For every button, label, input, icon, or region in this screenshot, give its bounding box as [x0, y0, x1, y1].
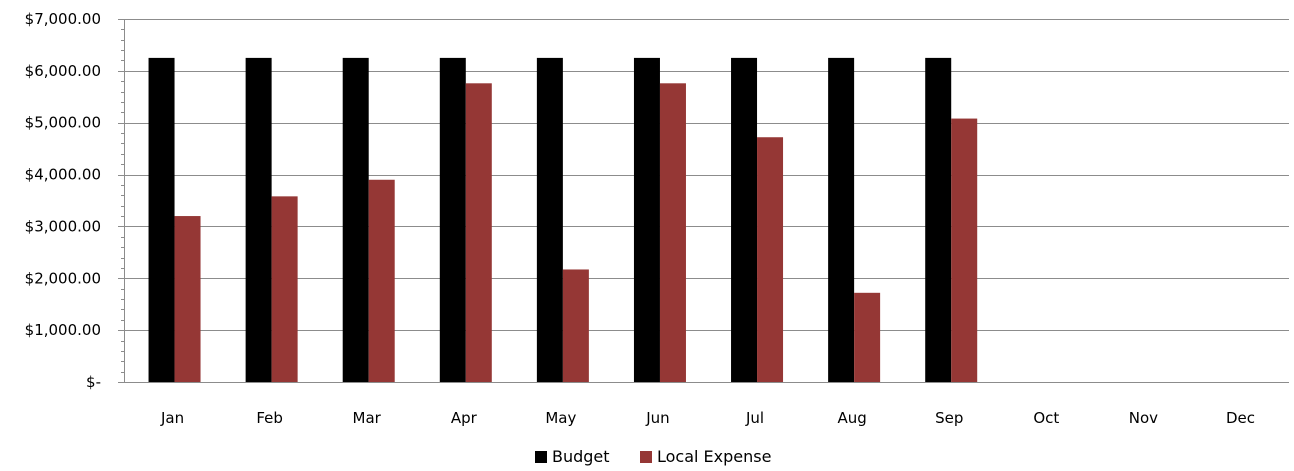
bars	[148, 57, 978, 383]
y-tick-label: $2,000.00	[25, 269, 101, 287]
gridlines	[124, 19, 1289, 331]
bar-budget-sep	[925, 57, 952, 383]
bar-budget-jul	[731, 57, 758, 383]
x-tick-label-jan: Jan	[160, 409, 184, 427]
y-tick-label: $3,000.00	[25, 217, 101, 235]
y-tick-label: $-	[86, 373, 101, 391]
y-tick-label: $1,000.00	[25, 321, 101, 339]
x-tick-label-jul: Jul	[745, 409, 764, 427]
bar-budget-jun	[633, 57, 660, 383]
bar-local-expense-apr	[465, 83, 492, 382]
legend-swatch-budget	[535, 451, 547, 463]
bar-local-expense-jun	[659, 83, 686, 382]
x-tick-label-dec: Dec	[1226, 409, 1255, 427]
bar-budget-may	[536, 57, 563, 383]
y-tick-labels: $- $1,000.00 $2,000.00 $3,000.00 $4,000.00 $5…	[25, 10, 101, 391]
y-tick-label: $6,000.00	[25, 62, 101, 80]
bar-local-expense-sep	[951, 118, 978, 383]
axes	[118, 19, 1289, 383]
y-tick-label: $4,000.00	[25, 166, 101, 184]
bar-budget-mar	[342, 57, 369, 383]
x-tick-label-apr: Apr	[451, 409, 478, 427]
bar-local-expense-aug	[854, 292, 881, 382]
bar-local-expense-jul	[757, 137, 784, 382]
y-tick-label: $7,000.00	[25, 10, 101, 28]
legend-label-budget: Budget	[552, 447, 610, 466]
bar-local-expense-mar	[368, 179, 395, 382]
bar-budget-apr	[439, 57, 466, 383]
x-tick-label-nov: Nov	[1129, 409, 1158, 427]
bar-budget-feb	[245, 57, 272, 383]
x-tick-label-mar: Mar	[353, 409, 382, 427]
x-tick-labels: Jan Feb Mar Apr May Jun Jul Aug Sep Oct Nov Dec	[160, 409, 1255, 427]
bar-local-expense-may	[562, 269, 589, 382]
x-tick-label-may: May	[545, 409, 576, 427]
x-tick-label-oct: Oct	[1033, 409, 1059, 427]
bar-local-expense-feb	[271, 196, 298, 382]
x-tick-label-aug: Aug	[837, 409, 866, 427]
x-tick-label-jun: Jun	[645, 409, 669, 427]
y-tick-label: $5,000.00	[25, 114, 101, 132]
bar-budget-aug	[828, 57, 855, 383]
x-tick-label-feb: Feb	[256, 409, 283, 427]
bar-local-expense-jan	[174, 216, 201, 382]
legend-swatch-local-expense	[640, 451, 652, 463]
legend-label-local-expense: Local Expense	[657, 447, 771, 466]
x-tick-label-sep: Sep	[935, 409, 963, 427]
legend: Budget Local Expense	[535, 447, 771, 466]
bar-budget-jan	[148, 57, 175, 383]
